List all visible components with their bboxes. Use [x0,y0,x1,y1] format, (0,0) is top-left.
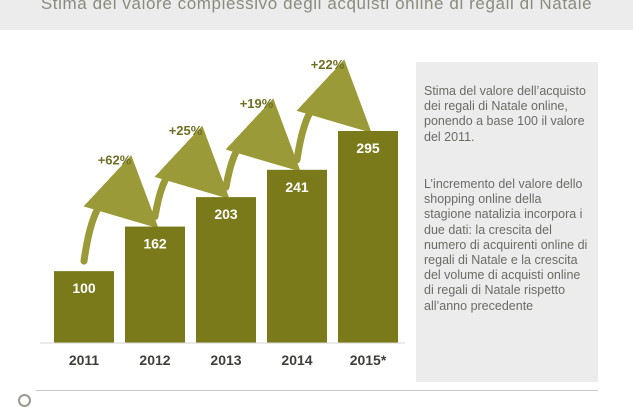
x-tick-label: 2015* [350,352,387,368]
panel-paragraph-1: Stima del valore dell’acquisto dei regal… [424,84,586,144]
bar-value-label: 241 [285,179,309,195]
bar-2011 [54,271,114,343]
growth-arrow [293,59,372,164]
bar-2013 [196,197,256,343]
bar-2012 [125,226,185,343]
footer-circle-icon [18,394,31,407]
growth-arrow [151,125,230,221]
bar-chart: 100 2011 162 2012 203 2013 241 2014 295 2015* +62%… [40,57,405,368]
growth-label: +22% [311,57,345,72]
bar-2015* [338,131,398,343]
bar-value-label: 100 [72,280,96,296]
labels: 100 2011 162 2012 203 2013 241 2014 295 2015* +62%… [69,57,387,368]
x-tick-label: 2012 [139,352,170,368]
bar-value-label: 203 [214,206,238,222]
bar-2014 [267,169,327,343]
growth-label: +62% [98,153,132,168]
title-band: Stima del valore complessivo degli acqui… [0,0,633,30]
panel-paragraph-2: L’incremento del valore dello shopping o… [424,177,588,313]
bar-value-label: 162 [143,236,167,252]
footer-divider [36,390,598,391]
x-tick-label: 2014 [281,352,312,368]
growth-arrow [222,98,301,191]
growth-arrow [80,155,159,265]
bar-value-label: 295 [356,140,380,156]
growth-label: +19% [240,96,274,111]
x-tick-label: 2013 [210,352,241,368]
page-title: Stima del valore complessivo degli acqui… [40,0,593,13]
growth-label: +25% [169,123,203,138]
growth-arrows [80,59,372,265]
bars [54,131,398,343]
x-tick-label: 2011 [69,352,100,368]
description-panel: Stima del valore dell’acquisto dei regal… [416,62,598,382]
